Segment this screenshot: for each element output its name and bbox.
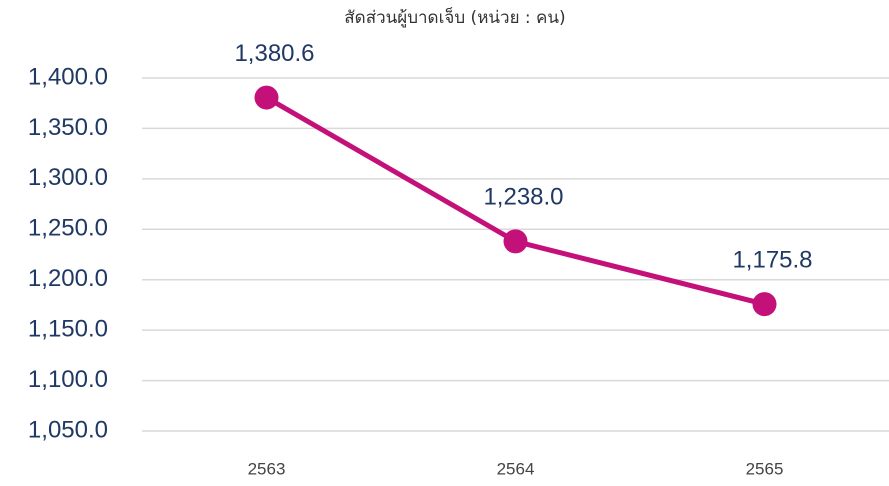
chart-title: สัดส่วนผู้บาดเจ็บ (หน่วย : คน)	[344, 6, 565, 28]
x-tick-label: 2564	[497, 459, 535, 478]
y-tick-label: 1,200.0	[28, 265, 108, 292]
data-label: 1,175.8	[732, 246, 812, 273]
y-tick-label: 1,050.0	[28, 416, 108, 443]
point	[254, 85, 279, 110]
point	[503, 229, 528, 254]
x-tick-label: 2563	[248, 459, 286, 478]
x-tick-label: 2565	[746, 459, 784, 478]
y-tick-label: 1,350.0	[28, 114, 108, 141]
data-label: 1,380.6	[234, 40, 314, 67]
point	[752, 292, 777, 317]
y-tick-label: 1,250.0	[28, 215, 108, 242]
y-tick-label: 1,300.0	[28, 164, 108, 191]
y-tick-label: 1,400.0	[28, 63, 108, 90]
y-tick-label: 1,100.0	[28, 366, 108, 393]
y-tick-label: 1,150.0	[28, 315, 108, 342]
data-label: 1,238.0	[483, 184, 563, 211]
